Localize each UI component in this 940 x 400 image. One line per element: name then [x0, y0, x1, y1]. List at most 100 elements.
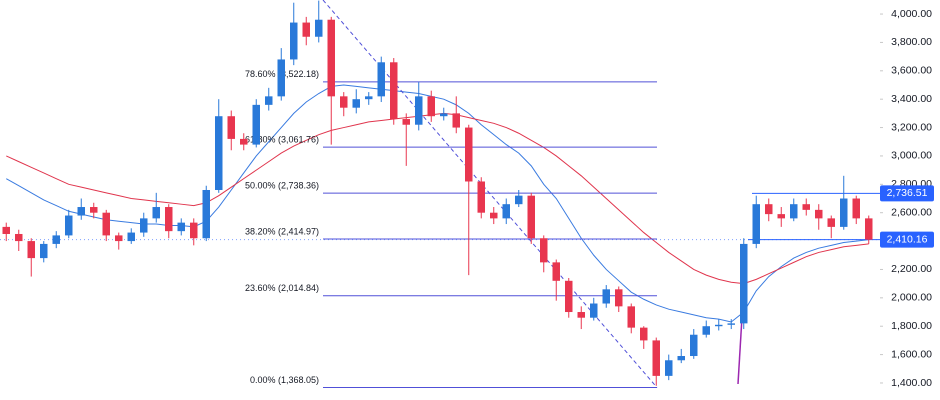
candle-body: [27, 241, 35, 259]
candle-body: [90, 207, 98, 213]
candle-body: [252, 104, 260, 145]
candle-body: [277, 59, 285, 97]
candle-body: [777, 214, 785, 219]
candle-body: [790, 204, 798, 219]
candle-body: [652, 340, 660, 376]
candle-body: [602, 289, 610, 304]
y-axis: 1,400.00 1,600.00 1,800.00 2,000.00 2,200.00…: [880, 8, 934, 389]
candle-body: [240, 138, 248, 145]
candle-body: [577, 312, 585, 318]
candle-body: [77, 207, 85, 216]
candle-body: [390, 62, 398, 120]
y-tick-label: 2,600.00: [891, 206, 932, 218]
candle-body: [815, 209, 823, 219]
candles: [2, 0, 873, 386]
fib-label: 38.20% (2,414.97): [245, 226, 319, 236]
candle-body: [802, 204, 810, 210]
candle-body: [477, 181, 485, 213]
candle-body: [127, 232, 135, 242]
candle-body: [165, 207, 173, 232]
candle-body: [865, 218, 873, 240]
candle-body: [665, 360, 673, 376]
candle-body: [15, 233, 23, 242]
candle-body: [440, 113, 448, 117]
candle-body: [427, 96, 435, 117]
candle-body: [65, 215, 73, 236]
candle-body: [140, 218, 148, 233]
candle-body: [527, 195, 535, 239]
candle-body: [540, 238, 548, 263]
candle-body: [190, 222, 198, 239]
y-tick-label: 2,200.00: [891, 263, 932, 275]
candle-body: [265, 96, 273, 105]
candle-body: [302, 22, 310, 37]
candle-body: [415, 96, 423, 125]
moving-averages: [6, 84, 869, 323]
y-tick-label: 4,000.00: [891, 8, 932, 20]
candle-body: [115, 235, 123, 242]
candle-body: [715, 324, 723, 327]
candle-body: [377, 62, 385, 97]
y-tick-label: 3,000.00: [891, 150, 932, 162]
candle-body: [315, 19, 323, 37]
candle-body: [627, 306, 635, 328]
candle-body: [290, 22, 298, 60]
candle-body: [840, 198, 848, 227]
candle-body: [690, 334, 698, 357]
price-label: 2,736.51: [887, 187, 928, 199]
candle-body: [752, 204, 760, 244]
candle-body: [552, 262, 560, 281]
candle-body: [402, 119, 410, 125]
candle-body: [640, 327, 648, 341]
candle-body: [202, 189, 210, 239]
y-tick-label: 1,800.00: [891, 320, 932, 332]
moving-average: [6, 112, 869, 285]
candle-body: [590, 303, 598, 318]
candle-body: [615, 289, 623, 307]
candle-body: [852, 198, 860, 219]
fib-trend: [322, 0, 658, 388]
fib-label: 61.80% (3,061.76): [245, 135, 319, 145]
candle-body: [827, 218, 835, 227]
candle-body: [515, 195, 523, 205]
drawings: 78.60% (3,522.18)61.80% (3,061.76)50.00%…: [0, 0, 880, 389]
candle-body: [765, 204, 773, 215]
y-tick-label: 1,600.00: [891, 348, 932, 360]
candle-body: [352, 99, 360, 108]
candle-body: [502, 204, 510, 219]
candle-body: [215, 116, 223, 190]
y-tick-label: 3,600.00: [891, 65, 932, 77]
candle-body: [727, 323, 735, 325]
price-label: 2,410.16: [887, 233, 928, 245]
candle-body: [677, 356, 685, 361]
candle-body: [40, 243, 48, 259]
candle-body: [452, 113, 460, 128]
candle-body: [2, 226, 10, 234]
candle-body: [327, 19, 335, 97]
y-tick-label: 3,200.00: [891, 121, 932, 133]
candle-body: [490, 212, 498, 219]
candle-body: [177, 222, 185, 232]
price-label-box: [880, 185, 934, 202]
candle-body: [102, 212, 110, 236]
candle-body: [227, 116, 235, 139]
candle-body: [465, 127, 473, 182]
candle-body: [340, 96, 348, 108]
y-tick-label: 1,400.00: [891, 377, 932, 389]
candle-body: [52, 235, 60, 244]
y-tick-label: 3,400.00: [891, 93, 932, 105]
candle-body: [565, 280, 573, 313]
candle-body: [702, 326, 710, 335]
candle-body: [365, 96, 373, 100]
candle-body: [152, 207, 160, 219]
price-label-box: [880, 231, 934, 248]
fib-label: 50.00% (2,738.36): [245, 180, 319, 190]
y-tick-label: 3,800.00: [891, 36, 932, 48]
y-tick-label: 2,000.00: [891, 292, 932, 304]
fib-label: 23.60% (2,014.84): [245, 283, 319, 293]
candle-body: [740, 243, 748, 324]
moving-average: [6, 84, 869, 323]
fib-label: 0.00% (1,368.05): [250, 375, 319, 385]
